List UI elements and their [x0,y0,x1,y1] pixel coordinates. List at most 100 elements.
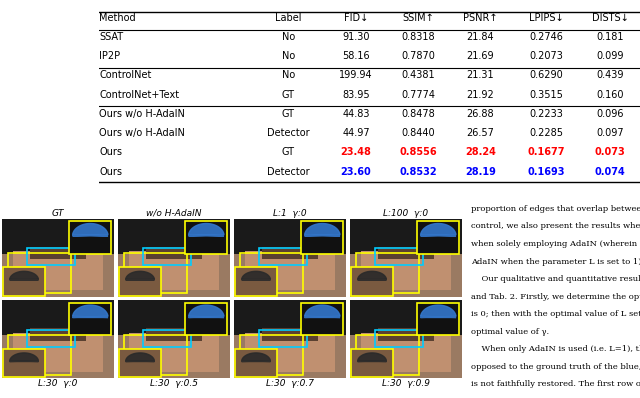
Polygon shape [125,353,154,361]
Text: 199.94: 199.94 [339,70,373,80]
Text: 0.7870: 0.7870 [401,51,435,61]
Bar [13,252,102,290]
Polygon shape [189,224,224,236]
Text: DISTS↓: DISTS↓ [592,13,628,23]
Text: 0.1693: 0.1693 [528,167,566,177]
Text: 0.074: 0.074 [595,167,626,177]
Bar [234,219,346,297]
Bar [118,300,230,378]
Bar [351,267,392,296]
Text: 26.57: 26.57 [467,128,495,138]
Text: Ours: Ours [99,148,122,158]
Polygon shape [10,271,38,280]
Text: is 0; then with the optimal value of L set t: is 0; then with the optimal value of L s… [470,310,640,318]
Polygon shape [125,271,154,280]
Text: 83.95: 83.95 [342,90,370,100]
Text: 44.83: 44.83 [342,109,370,119]
Bar [350,300,461,336]
Bar [234,300,346,378]
Bar [351,349,392,377]
Polygon shape [72,305,108,318]
Bar [350,219,461,254]
Bar [417,221,460,254]
Bar [69,221,111,254]
Bar [259,330,307,347]
Text: 0.8318: 0.8318 [401,32,435,42]
Text: Ours w/o H-AdaIN: Ours w/o H-AdaIN [99,128,185,138]
Text: 23.60: 23.60 [340,167,371,177]
Polygon shape [305,305,340,318]
Text: Detector: Detector [267,167,310,177]
Text: GT: GT [282,148,295,158]
Bar [143,330,191,347]
Text: 0.099: 0.099 [596,51,624,61]
Bar [234,219,346,254]
Polygon shape [420,224,456,236]
Bar [118,300,230,336]
Bar [259,248,307,265]
Text: No: No [282,32,295,42]
Text: SSIM↑: SSIM↑ [403,13,434,23]
Bar [129,252,218,290]
Text: is not faithfully restored. The first row of: is not faithfully restored. The first ro… [470,380,640,388]
Text: LPIPS↓: LPIPS↓ [529,13,564,23]
Text: SSAT: SSAT [99,32,124,42]
Bar [356,335,419,375]
Text: 0.1677: 0.1677 [528,148,566,158]
Text: When only AdaIN is used (i.e. L=1), the e: When only AdaIN is used (i.e. L=1), the … [470,345,640,353]
Bar [362,333,451,372]
Text: when solely employing AdaIN (wherein H-: when solely employing AdaIN (wherein H- [470,240,640,248]
Text: GT: GT [282,109,295,119]
Text: FID↓: FID↓ [344,13,368,23]
Polygon shape [72,224,108,236]
Text: No: No [282,51,295,61]
Text: PSNR↑: PSNR↑ [463,13,498,23]
Text: 58.16: 58.16 [342,51,370,61]
Bar [27,330,75,347]
Text: optimal value of γ.: optimal value of γ. [470,328,548,336]
Text: 0.2233: 0.2233 [530,109,564,119]
Bar [143,248,191,265]
Bar [8,253,72,293]
Text: 0.2285: 0.2285 [530,128,564,138]
Bar [262,247,318,259]
Bar [120,267,161,296]
Text: 21.31: 21.31 [467,70,494,80]
Bar [378,328,434,341]
Bar [301,303,344,336]
Text: 0.8556: 0.8556 [399,148,437,158]
Bar [27,248,75,265]
Text: Our qualitative and quantitative results,: Our qualitative and quantitative results… [470,275,640,283]
Text: IP2P: IP2P [99,51,120,61]
Text: 0.096: 0.096 [596,109,624,119]
Bar [262,328,318,341]
Text: Label: Label [275,13,301,23]
Text: GT: GT [282,90,295,100]
Polygon shape [358,353,387,361]
Text: No: No [282,70,295,80]
Polygon shape [10,353,38,361]
Bar [3,349,45,377]
Bar [118,219,230,297]
Text: L:1  γ:0: L:1 γ:0 [273,209,307,218]
Bar [13,333,102,372]
Text: ControlNet: ControlNet [99,70,152,80]
Bar [246,333,335,372]
Text: Detector: Detector [267,128,310,138]
Bar [378,247,434,259]
Bar [236,349,276,377]
Text: Method: Method [99,13,136,23]
Text: 0.439: 0.439 [596,70,624,80]
Bar [240,253,303,293]
Bar [30,328,86,341]
Bar [375,330,422,347]
Text: w/o H-AdaIN: w/o H-AdaIN [147,209,202,218]
Bar [3,219,114,297]
Bar [185,303,227,336]
Text: L:30  γ:0: L:30 γ:0 [38,379,77,388]
Text: 44.97: 44.97 [342,128,370,138]
Bar [375,248,422,265]
Text: GT: GT [52,209,64,218]
Bar [240,335,303,375]
Bar [146,247,202,259]
